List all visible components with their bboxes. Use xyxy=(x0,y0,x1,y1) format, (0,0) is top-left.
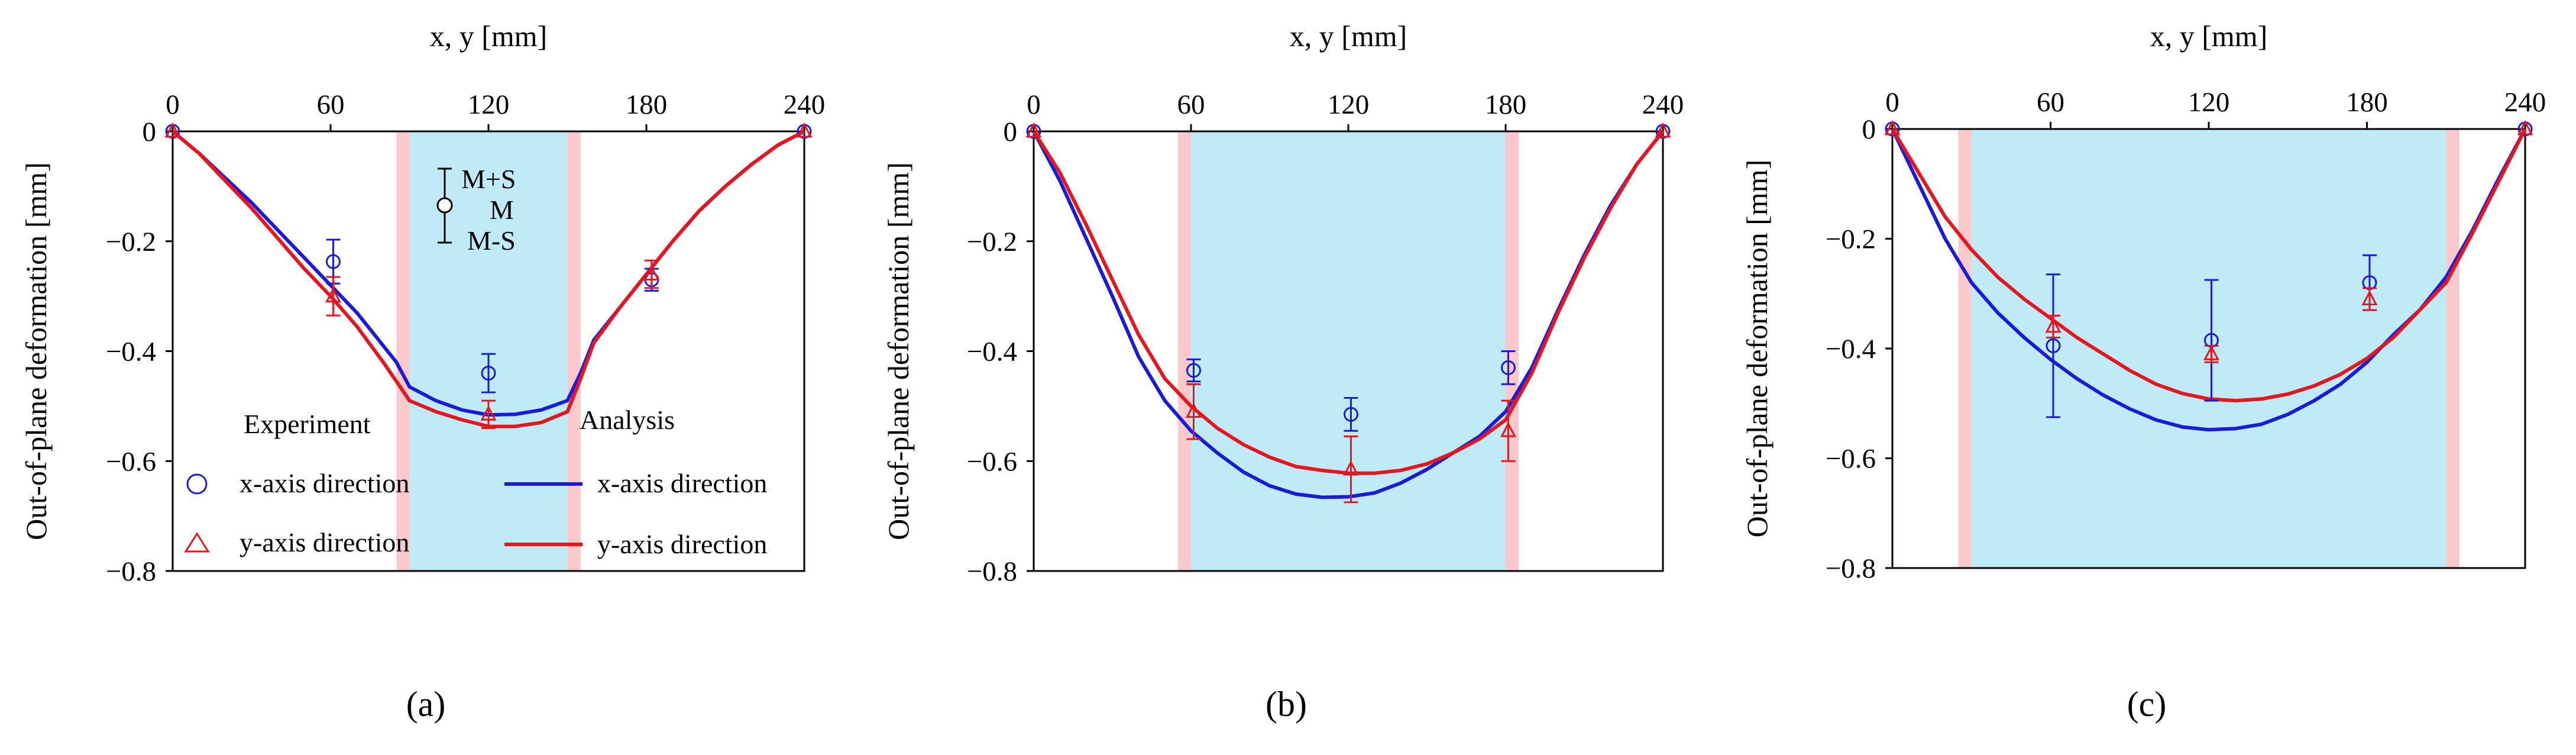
data-point-triangle xyxy=(1342,460,1359,476)
y-tick-label: −0.8 xyxy=(967,556,1017,587)
x-tick-label: 240 xyxy=(2504,87,2546,118)
legend-experiment-y: y-axis direction xyxy=(240,527,409,557)
shaded-region xyxy=(1191,131,1506,571)
x-axis-title: x, y [mm] xyxy=(2150,20,2268,53)
chart-panel-c: 0 60 120 180 240 0 −0.2 −0.4 −0.6 −0.8 x, y [mm] Ou… xyxy=(1740,20,2546,724)
data-point-triangle xyxy=(1025,122,1042,138)
y-tick-label: −0.6 xyxy=(106,446,156,477)
legend-triangle-marker xyxy=(184,532,210,553)
x-tick-label: 120 xyxy=(2188,87,2230,118)
errbar-key-circle xyxy=(436,197,453,214)
data-point-triangle xyxy=(1655,122,1671,138)
x-tick-label: 60 xyxy=(1177,89,1205,120)
y-tick-label: −0.2 xyxy=(1826,224,1876,255)
data-point-triangle xyxy=(2203,345,2219,360)
chart-panel-b: 0 60 120 180 240 0 −0.2 −0.4 −0.6 −0.8 x, y [mm] Ou… xyxy=(882,20,1684,724)
errbar-key-upper: M+S xyxy=(461,164,516,194)
x-axis-title: x, y [mm] xyxy=(1290,20,1407,53)
boundary-band xyxy=(1958,129,1972,568)
data-point-triangle xyxy=(164,122,181,138)
panel-caption: (c) xyxy=(2127,685,2167,724)
data-point-triangle xyxy=(2361,290,2378,306)
chart-panel-a: 0 60 120 180 240 0 −0.2 −0.4 −0.6 −0.8 x, y [mm] Ou… xyxy=(20,20,825,724)
x-tick-label: 0 xyxy=(1885,87,1899,118)
y-tick-label: −0.4 xyxy=(1826,334,1876,364)
x-tick-label: 240 xyxy=(784,89,826,120)
y-tick-label: 0 xyxy=(143,117,157,147)
boundary-band xyxy=(1177,131,1191,571)
y-tick-label: −0.8 xyxy=(1826,553,1876,584)
x-tick-label: 180 xyxy=(626,89,668,120)
data-point-triangle xyxy=(480,405,497,421)
y-tick-label: −0.4 xyxy=(106,337,156,367)
x-tick-label: 60 xyxy=(2037,87,2064,118)
legend: Experiment Analysis x-axis direction y-axis… xyxy=(184,164,767,559)
x-tick-label: 180 xyxy=(1485,89,1527,120)
data-point-triangle xyxy=(1884,120,1901,135)
errbar-key-mid: M xyxy=(490,195,514,225)
legend-experiment-title: Experiment xyxy=(244,409,371,439)
data-point-triangle xyxy=(1500,421,1516,437)
data-point-circle xyxy=(1500,360,1516,375)
data-point-circle xyxy=(325,254,341,269)
x-tick-label: 180 xyxy=(2346,87,2388,118)
boundary-band xyxy=(396,131,410,571)
panel-caption: (a) xyxy=(406,685,446,724)
data-point-triangle xyxy=(2517,120,2533,135)
x-tick-label: 120 xyxy=(1328,89,1370,120)
data-point-circle xyxy=(481,366,496,381)
y-tick-label: −0.6 xyxy=(967,446,1017,477)
shaded-region xyxy=(1971,129,2446,568)
data-point-triangle xyxy=(796,122,813,138)
y-tick-label: −0.2 xyxy=(967,227,1017,257)
x-tick-label: 0 xyxy=(166,89,180,120)
y-tick-label: −0.4 xyxy=(967,337,1017,367)
x-axis-title: x, y [mm] xyxy=(430,20,548,53)
data-point-triangle xyxy=(1185,402,1202,418)
y-tick-label: −0.6 xyxy=(1826,444,1876,475)
legend-analysis-x: x-axis direction xyxy=(597,468,767,498)
y-tick-label: −0.8 xyxy=(106,556,156,587)
data-point-circle xyxy=(2046,338,2061,353)
x-tick-label: 240 xyxy=(1642,89,1684,120)
legend-circle-marker xyxy=(186,473,208,495)
panel-caption: (b) xyxy=(1266,685,1307,724)
boundary-band xyxy=(2446,129,2460,568)
boundary-band xyxy=(567,131,581,571)
errbar-key-lower: M-S xyxy=(467,225,516,256)
data-point-circle xyxy=(1186,363,1201,378)
y-axis-title: Out-of-plane deformation [mm] xyxy=(1740,160,1774,538)
data-point-circle xyxy=(1343,406,1358,422)
y-tick-label: −0.2 xyxy=(106,227,156,257)
data-point-triangle xyxy=(325,287,341,303)
x-tick-label: 120 xyxy=(468,89,510,120)
data-point-triangle xyxy=(643,265,660,280)
data-point-triangle xyxy=(2045,317,2062,333)
shaded-region xyxy=(409,131,568,571)
x-tick-label: 0 xyxy=(1027,89,1041,120)
analysis-line-y xyxy=(1891,128,2527,403)
y-axis-title: Out-of-plane deformation [mm] xyxy=(882,162,915,540)
legend-experiment-x: x-axis direction xyxy=(240,468,409,498)
y-tick-label: 0 xyxy=(1004,117,1018,147)
legend-analysis-y: y-axis direction xyxy=(597,529,767,559)
analysis-line-y xyxy=(1032,130,1665,475)
legend-analysis-title: Analysis xyxy=(580,405,675,435)
x-tick-label: 60 xyxy=(317,89,345,120)
y-tick-label: 0 xyxy=(1862,114,1876,145)
y-axis-title: Out-of-plane deformation [mm] xyxy=(20,162,53,540)
